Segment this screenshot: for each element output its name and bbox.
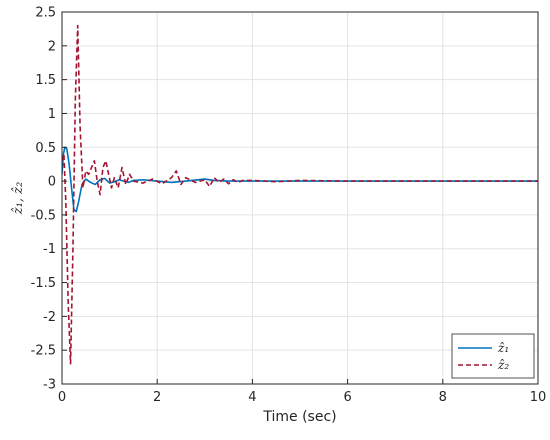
x-tick-label: 10 — [530, 390, 547, 405]
legend-label-1: ẑ₁ — [497, 341, 509, 355]
legend-box — [451, 333, 535, 379]
plot-frame — [61, 11, 539, 385]
y-tick-label: -3 — [43, 378, 56, 393]
y-tick-label: -0.5 — [31, 208, 56, 223]
y-tick-label: 1 — [48, 107, 56, 122]
x-tick-label: 0 — [58, 390, 66, 405]
y-tick-label: -1.5 — [31, 276, 56, 291]
x-axis-label: Time (sec) — [262, 409, 336, 425]
x-tick-label: 4 — [248, 390, 256, 405]
x-tick-label: 6 — [343, 390, 351, 405]
y-tick-label: -1 — [43, 242, 56, 257]
y-axis-label: ẑ₁, ẑ₂ — [11, 182, 26, 215]
x-tick-label: 2 — [153, 390, 161, 405]
y-tick-label: -2.5 — [31, 344, 56, 359]
y-tick-label: 1.5 — [35, 73, 56, 88]
y-tick-label: 0 — [48, 175, 56, 190]
plot-background — [62, 12, 538, 384]
legend: ẑ₁ ẑ₂ — [451, 333, 535, 379]
y-tick-label: -2 — [43, 310, 56, 325]
y-tick-label: 2.5 — [35, 6, 56, 21]
y-tick-label: 2 — [48, 39, 56, 54]
y-tick-label: 0.5 — [35, 141, 56, 156]
series-layer — [62, 24, 538, 365]
x-tick-label: 8 — [439, 390, 447, 405]
legend-label-2: ẑ₂ — [497, 358, 509, 372]
axis-ticks: 0 2 4 6 8 10 -3 -2.5 -2 -1.5 -1 -0.5 0 0.5 1 1.5 2 2.5 — [31, 6, 547, 406]
series-line-2 — [62, 24, 538, 365]
